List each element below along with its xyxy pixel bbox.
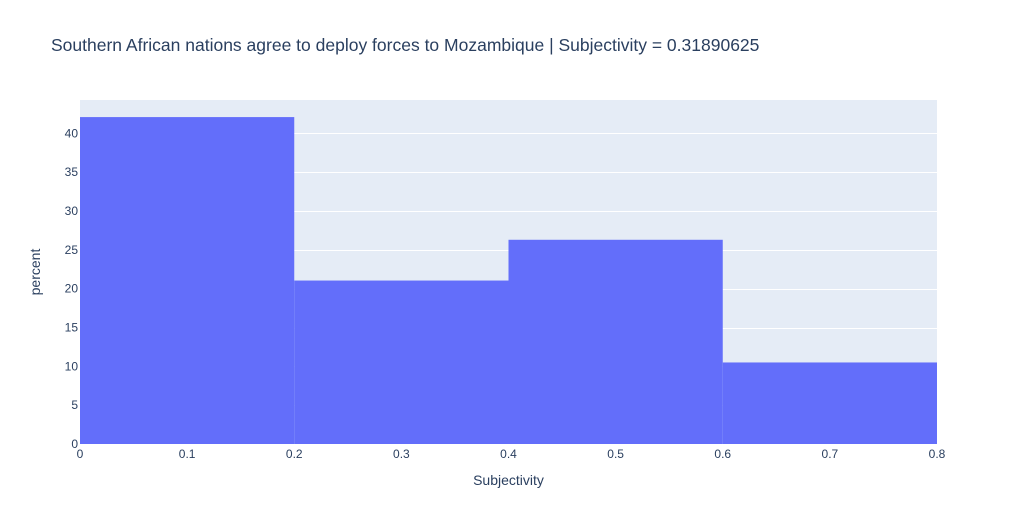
x-axis-ticks: 0 0.1 0.2 0.3 0.4 0.5 0.6 0.7 0.8 [77, 447, 946, 461]
y-axis-ticks: 0 5 10 15 20 25 30 35 40 [65, 126, 79, 451]
y-tick-label: 30 [65, 204, 79, 218]
y-tick-label: 35 [65, 165, 79, 179]
x-tick-label: 0.8 [929, 447, 946, 461]
histogram-bars [80, 117, 937, 444]
histogram-bar[interactable] [722, 362, 937, 444]
x-tick-label: 0.3 [393, 447, 410, 461]
x-axis-title: Subjectivity [473, 472, 544, 488]
x-tick-label: 0.5 [607, 447, 624, 461]
chart-title: Southern African nations agree to deploy… [51, 35, 759, 55]
x-tick-label: 0.1 [179, 447, 196, 461]
histogram-bar[interactable] [508, 239, 723, 444]
y-tick-label: 20 [65, 282, 79, 296]
y-tick-label: 0 [71, 437, 78, 451]
x-tick-label: 0.2 [286, 447, 303, 461]
x-tick-label: 0.7 [822, 447, 839, 461]
y-tick-label: 15 [65, 321, 79, 335]
x-tick-label: 0 [77, 447, 84, 461]
y-tick-label: 25 [65, 243, 79, 257]
histogram-bar[interactable] [80, 117, 295, 444]
y-axis-title: percent [27, 249, 43, 296]
x-tick-label: 0.6 [714, 447, 731, 461]
y-tick-label: 10 [65, 359, 79, 373]
histogram-bar[interactable] [294, 280, 509, 444]
x-tick-label: 0.4 [500, 447, 517, 461]
y-tick-label: 5 [71, 398, 78, 412]
y-tick-label: 40 [65, 126, 79, 140]
